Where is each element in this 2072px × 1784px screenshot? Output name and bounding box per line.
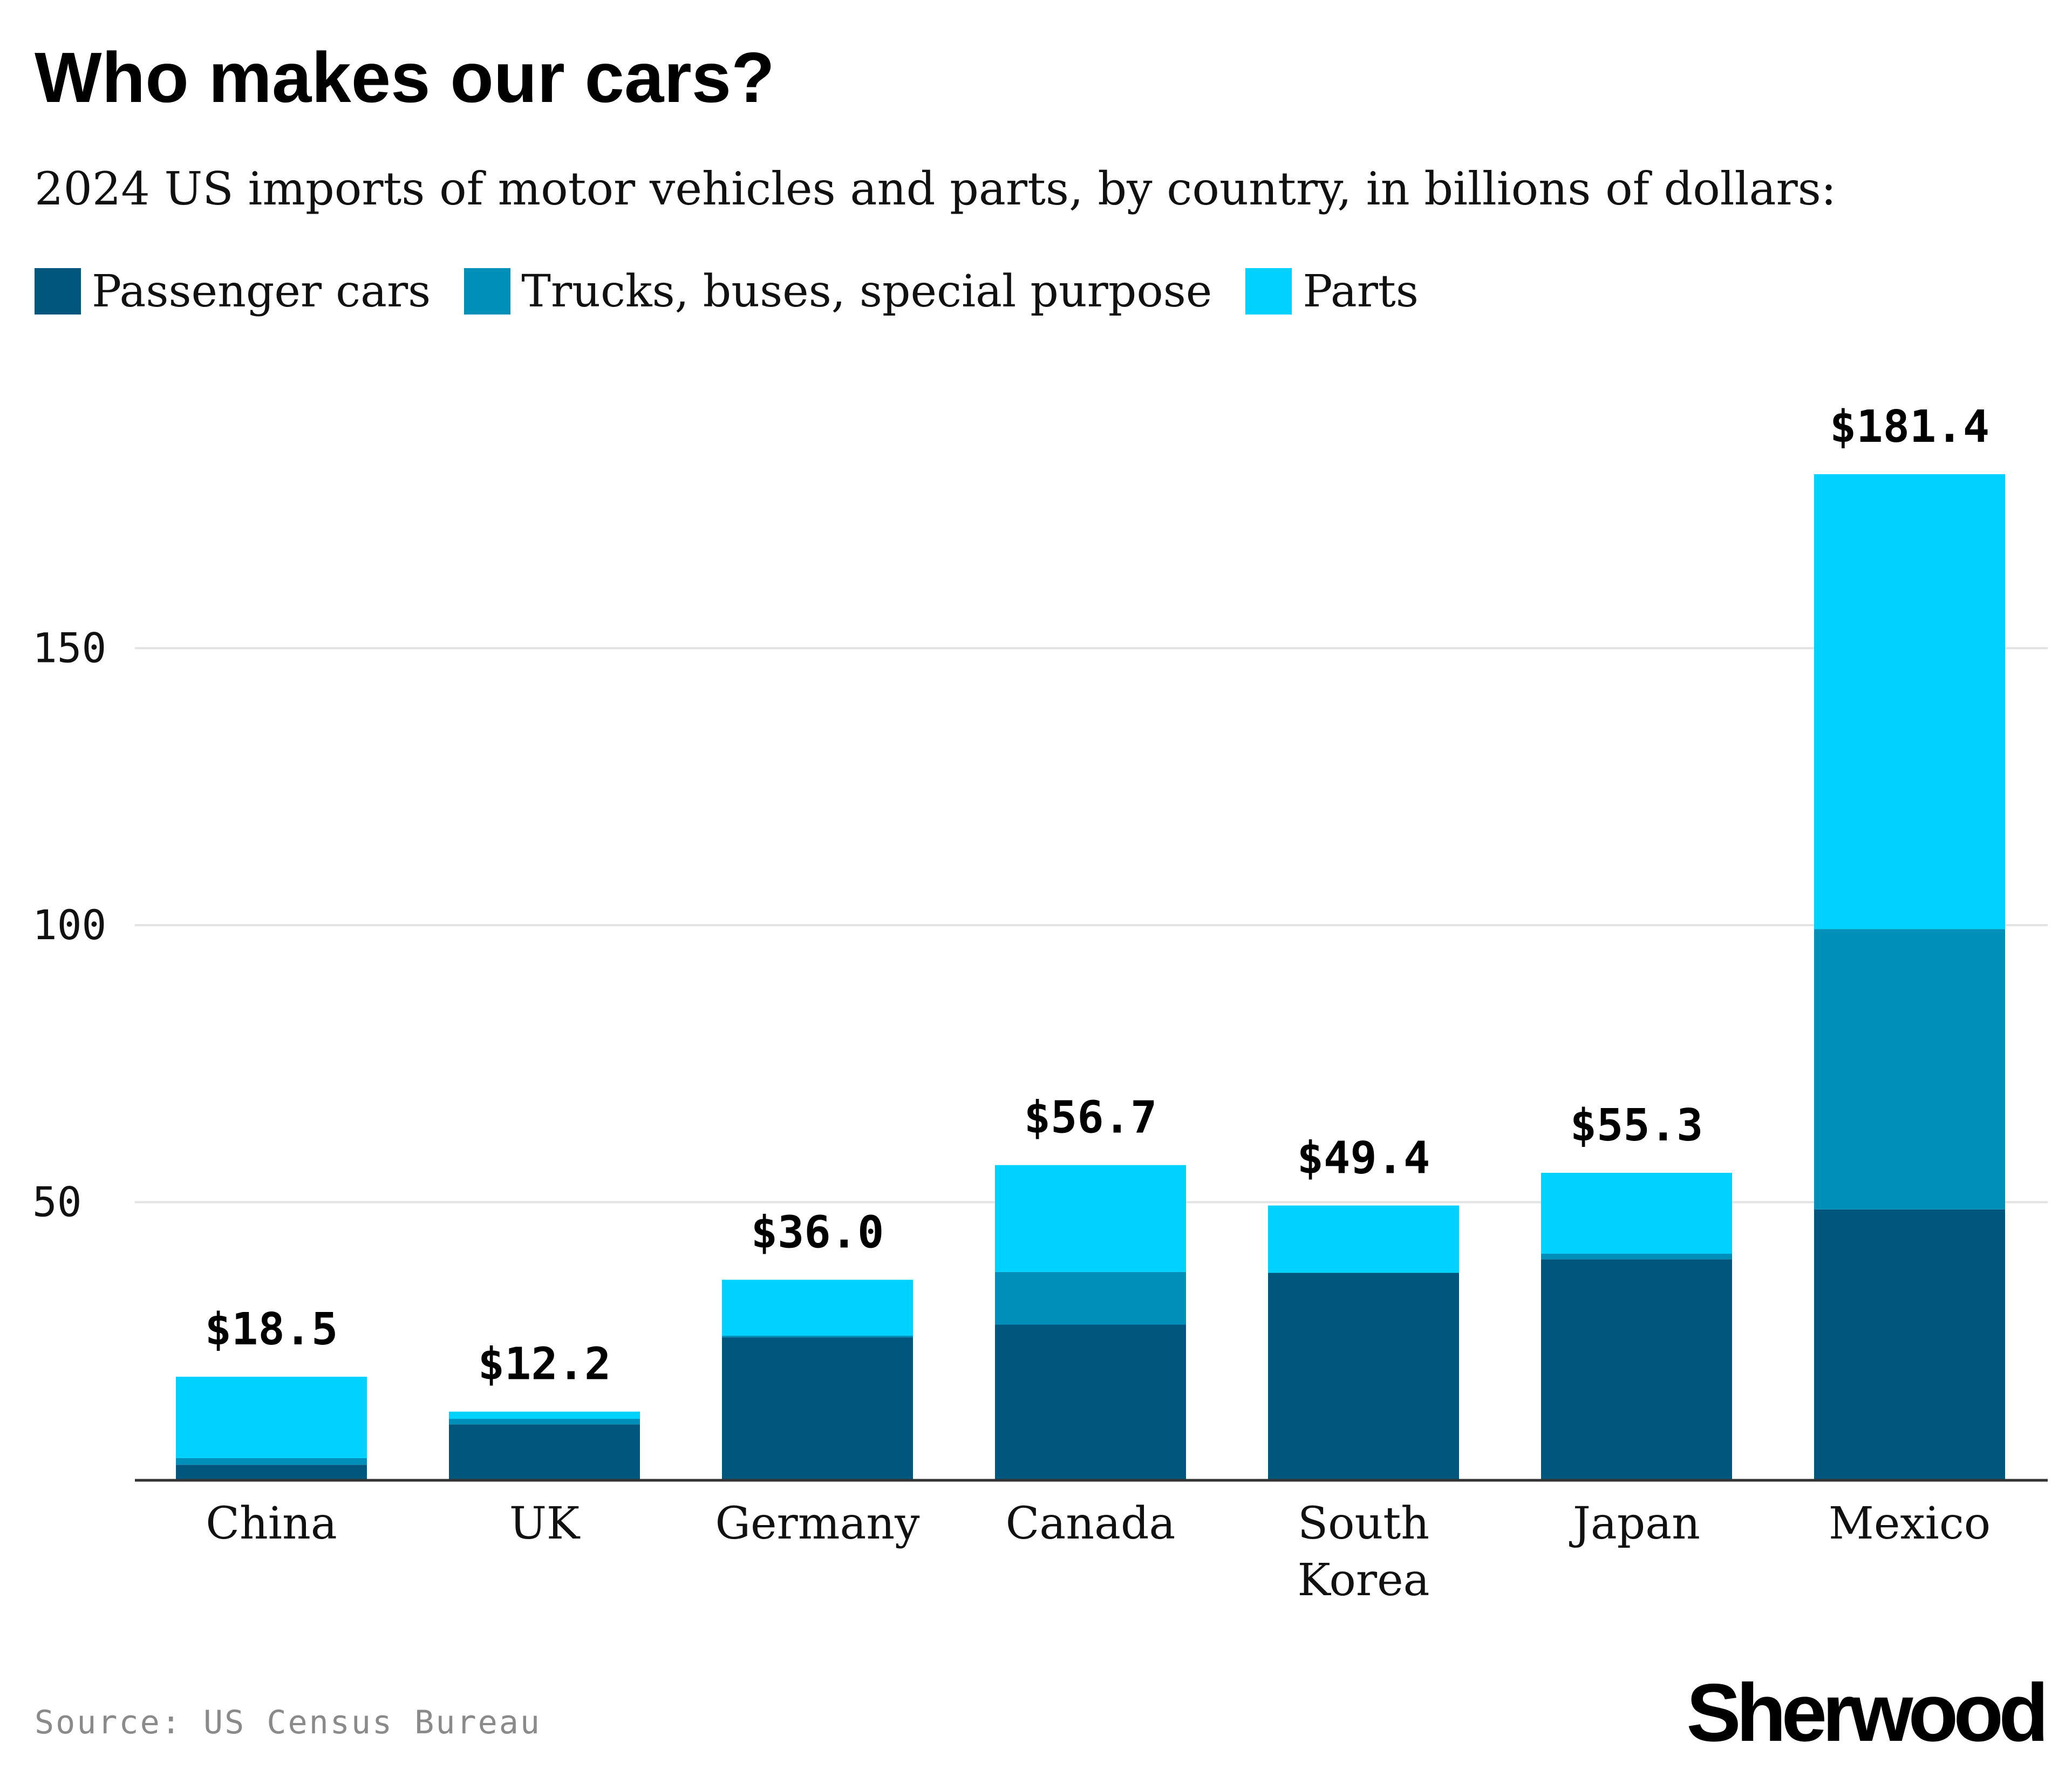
x-tick-label-canada: Canada	[1006, 1498, 1176, 1549]
bar-mexico-parts	[1814, 474, 2005, 929]
x-tick-label-germany: Germany	[715, 1498, 920, 1549]
source-note: Source: US Census Bureau	[35, 1704, 541, 1741]
bar-canada-passenger-cars	[995, 1324, 1186, 1479]
legend-item-parts: Parts	[1245, 266, 1419, 317]
bar-japan-trucks	[1541, 1254, 1732, 1260]
bar-uk-passenger-cars	[449, 1424, 640, 1479]
bar-canada-parts	[995, 1165, 1186, 1272]
legend-swatch-parts	[1245, 268, 1292, 315]
x-tick-label-south-korea-2: Korea	[1297, 1555, 1429, 1606]
bar-germany-trucks	[722, 1336, 913, 1338]
bar-uk-parts	[449, 1411, 640, 1419]
x-tick-label-china: China	[206, 1498, 337, 1549]
legend-swatch-trucks-buses	[464, 268, 511, 315]
total-label-south-korea: $49.4	[1297, 1133, 1430, 1184]
legend-label-passenger-cars: Passenger cars	[92, 265, 431, 317]
bar-south-korea-parts	[1268, 1205, 1459, 1273]
bar-china-trucks	[176, 1458, 367, 1465]
x-tick-label-south-korea-1: South	[1298, 1498, 1429, 1549]
x-tick-label-uk: UK	[509, 1498, 581, 1549]
legend-item-passenger-cars: Passenger cars	[35, 266, 431, 317]
total-label-canada: $56.7	[1024, 1092, 1157, 1144]
total-label-china: $18.5	[205, 1304, 338, 1355]
x-tick-label-mexico: Mexico	[1829, 1498, 1991, 1549]
y-tick-label-100: 100	[32, 901, 106, 949]
legend-swatch-passenger-cars	[35, 268, 81, 315]
bar-germany-passenger-cars	[722, 1337, 913, 1479]
total-label-uk: $12.2	[478, 1339, 611, 1390]
bar-uk-trucks	[449, 1419, 640, 1425]
total-label-mexico: $181.4	[1830, 401, 1989, 453]
bar-south-korea-passenger-cars	[1268, 1273, 1459, 1479]
bar-mexico-passenger-cars	[1814, 1209, 2005, 1479]
bar-china-passenger-cars	[176, 1465, 367, 1479]
legend-label-trucks-buses: Trucks, buses, special purpose	[521, 265, 1212, 317]
bar-mexico-trucks	[1814, 929, 2005, 1209]
y-tick-label-50: 50	[32, 1178, 82, 1226]
x-tick-label-japan: Japan	[1569, 1498, 1700, 1549]
chart-subtitle: 2024 US imports of motor vehicles and pa…	[35, 162, 1837, 215]
total-label-japan: $55.3	[1570, 1100, 1703, 1151]
legend: Passenger cars Trucks, buses, special pu…	[35, 264, 1452, 318]
legend-label-parts: Parts	[1303, 265, 1419, 317]
sherwood-logo: Sherwood	[1686, 1667, 2049, 1759]
y-tick-label-150: 150	[32, 624, 106, 672]
total-label-germany: $36.0	[751, 1207, 884, 1258]
bar-china-parts	[176, 1377, 367, 1458]
bar-canada-trucks	[995, 1272, 1186, 1325]
chart-title: Who makes our cars?	[35, 38, 775, 117]
bar-japan-passenger-cars	[1541, 1259, 1732, 1479]
bar-japan-parts	[1541, 1173, 1732, 1254]
bar-germany-parts	[722, 1280, 913, 1336]
legend-item-trucks-buses: Trucks, buses, special purpose	[464, 266, 1212, 317]
